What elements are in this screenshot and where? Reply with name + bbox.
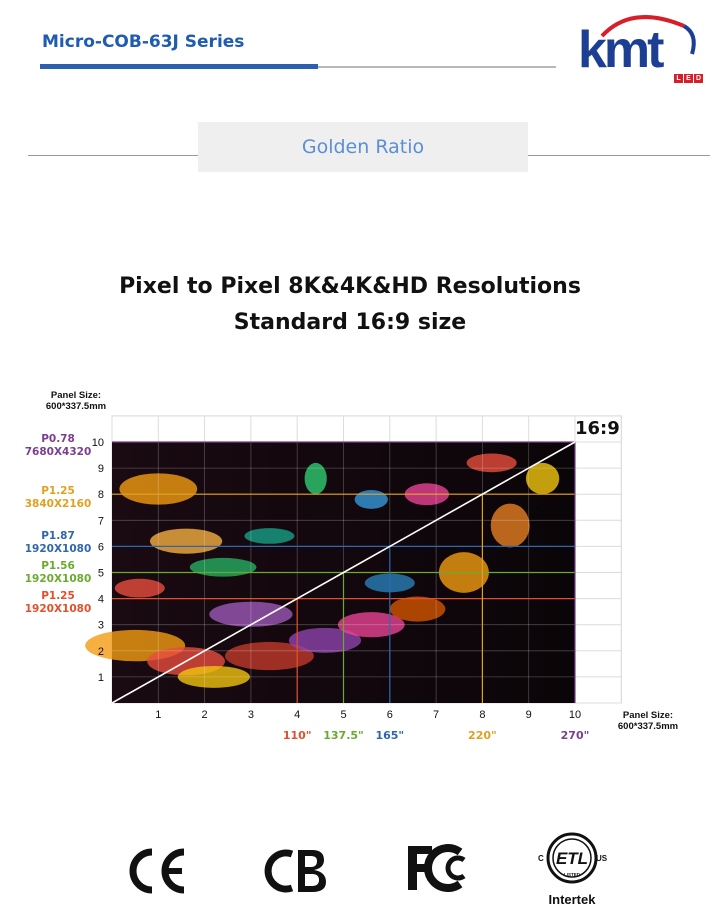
x-tick-label: 8 — [479, 709, 485, 721]
x-tick-label: 2 — [202, 709, 208, 721]
y-tick-label: 1 — [98, 672, 104, 684]
logo-swoosh-icon — [600, 15, 696, 55]
paint-splash — [244, 528, 295, 544]
panel-size-right-value: 600*337.5mm — [617, 721, 679, 732]
paint-splash — [354, 490, 388, 509]
diagonal-size-label: 110" — [283, 729, 312, 742]
grid-frame — [111, 415, 622, 704]
ce-label: CE — [124, 846, 126, 847]
paint-splash — [177, 665, 250, 688]
paint-splash — [466, 453, 517, 473]
paint-splash — [389, 596, 446, 622]
panel-size-right-title: Panel Size: — [622, 710, 674, 721]
resolution-label: P1.25 3840X2160 — [20, 485, 96, 511]
y-tick-label: 2 — [98, 646, 104, 658]
diagonal-size-label: 270" — [561, 729, 590, 742]
resolution-value: 1920X1080 — [24, 603, 92, 615]
panel-size-right-label: Panel Size: 600*337.5mm — [608, 710, 688, 732]
paint-splash — [490, 503, 530, 548]
y-tick-label: 7 — [98, 515, 104, 527]
paint-splash — [119, 473, 198, 505]
cb-mark-icon: CB — [260, 846, 326, 893]
resolution-label: P1.87 1920X1080 — [20, 530, 96, 556]
etl-c-text: C — [538, 854, 544, 863]
y-tick-label: 3 — [98, 620, 104, 632]
paint-splash — [288, 627, 362, 653]
panel-size-top-title: Panel Size: — [50, 390, 102, 401]
etl-text: ETL — [556, 849, 588, 868]
resolution-label: P1.56 1920X1080 — [20, 560, 96, 586]
x-tick-label: 7 — [433, 709, 439, 721]
kmt-logo: kmt L E D — [572, 8, 712, 88]
y-tick-label: 9 — [98, 463, 104, 475]
paint-splash — [304, 462, 327, 495]
logo-led-letter: D — [694, 74, 703, 83]
resolution-value: 1920X1080 — [24, 573, 92, 585]
paint-splash — [85, 629, 186, 662]
paint-splash — [364, 573, 415, 593]
headline-line2: Standard 16:9 size — [233, 310, 467, 335]
x-tick-label: 5 — [340, 709, 346, 721]
x-tick-label: 1 — [155, 709, 161, 721]
diagonal-size-label: 220" — [468, 729, 497, 742]
section-title: Golden Ratio — [198, 122, 528, 172]
fcc-mark-icon: FC — [406, 842, 466, 892]
paint-splash — [224, 641, 314, 671]
paint-splash — [114, 578, 165, 598]
logo-led-letter: E — [684, 74, 693, 83]
pixel-pitch: P1.25 — [41, 485, 75, 497]
paint-splash — [438, 552, 489, 593]
pixel-pitch: P1.87 — [41, 530, 75, 542]
panel-size-top-value: 600*337.5mm — [45, 401, 107, 412]
resolution-label: P0.78 7680X4320 — [20, 433, 96, 459]
paint-splash — [149, 528, 223, 554]
y-tick-label: 10 — [92, 437, 104, 449]
y-tick-label: 4 — [98, 594, 104, 606]
pixel-pitch: P1.25 — [41, 590, 75, 602]
paint-splash — [147, 647, 225, 676]
headline-line1: Pixel to Pixel 8K&4K&HD Resolutions — [119, 274, 581, 299]
pixel-pitch: P0.78 — [41, 433, 75, 445]
resolution-value: 1920X1080 — [24, 543, 92, 555]
paint-splash — [525, 462, 560, 495]
aspect-ratio-badge: 16:9 — [575, 418, 620, 439]
ce-mark-icon: CE — [124, 846, 185, 894]
diagonal-line — [111, 441, 576, 704]
section-divider-right — [528, 155, 710, 156]
etl-listed-icon: ETL LISTED C US — [538, 832, 608, 884]
series-title: Micro-COB-63J Series — [42, 32, 245, 52]
header-accent-bar — [40, 64, 318, 69]
fcc-label: FC — [406, 842, 408, 843]
paint-splash — [337, 612, 405, 638]
x-tick-label: 6 — [387, 709, 393, 721]
diagonal-size-label: 137.5" — [323, 729, 364, 742]
y-tick-label: 6 — [98, 541, 104, 553]
paint-splash — [404, 483, 450, 506]
paint-splash — [209, 601, 293, 627]
pixel-pitch: P1.56 — [41, 560, 75, 572]
panel-size-top-label: Panel Size: 600*337.5mm — [36, 390, 116, 412]
diagonal-size-label: 165" — [375, 729, 404, 742]
header-divider — [318, 66, 556, 68]
x-tick-label: 10 — [569, 709, 581, 721]
section-divider-left — [28, 155, 198, 156]
resolution-value: 3840X2160 — [24, 498, 92, 510]
display-artwork — [112, 442, 575, 703]
x-tick-label: 3 — [248, 709, 254, 721]
etl-listed-text: LISTED — [564, 872, 581, 877]
logo-text: kmt — [578, 21, 665, 79]
y-tick-label: 5 — [98, 568, 104, 580]
intertek-label: Intertek — [548, 892, 596, 907]
x-tick-label: 9 — [526, 709, 532, 721]
y-tick-label: 8 — [98, 489, 104, 501]
resolution-value: 7680X4320 — [24, 446, 92, 458]
etl-us-text: US — [596, 854, 608, 863]
logo-led-letter: L — [674, 74, 683, 83]
logo-led-badge: L E D — [674, 74, 703, 83]
x-tick-label: 4 — [294, 709, 300, 721]
resolution-label: P1.25 1920X1080 — [20, 590, 96, 616]
cb-label: CB — [260, 846, 262, 847]
paint-splash — [189, 557, 257, 577]
